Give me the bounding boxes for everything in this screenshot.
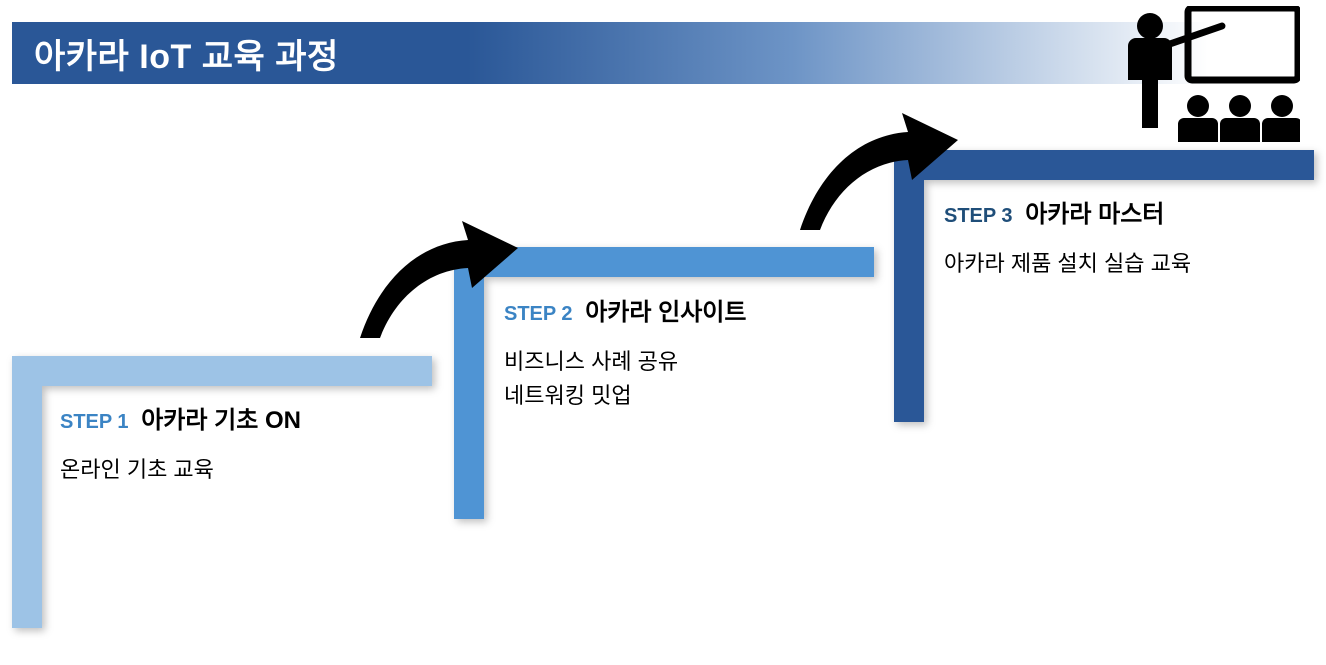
- step-title: 아카라 인사이트: [579, 299, 747, 326]
- curved-arrow-icon: [350, 218, 520, 348]
- step-description: 온라인 기초 교육: [60, 453, 301, 487]
- curved-arrow-icon: [790, 110, 960, 240]
- step-heading: STEP 2 아카라 인사이트: [504, 292, 746, 327]
- step-label: STEP 1: [60, 411, 129, 433]
- step-content-2: STEP 2 아카라 인사이트비즈니스 사례 공유네트워킹 밋업: [504, 292, 746, 413]
- step-title: 아카라 마스터: [1019, 201, 1165, 228]
- step-content-3: STEP 3 아카라 마스터아카라 제품 설치 실습 교육: [944, 194, 1191, 281]
- step-heading: STEP 3 아카라 마스터: [944, 194, 1191, 229]
- teacher-classroom-icon: [1080, 6, 1300, 151]
- step-description: 아카라 제품 설치 실습 교육: [944, 247, 1191, 281]
- page-title: 아카라 IoT 교육 과정: [34, 29, 339, 78]
- step-vertical-bar: [12, 356, 42, 628]
- step-heading: STEP 1 아카라 기초 ON: [60, 400, 301, 435]
- step-l-shape-1: [12, 356, 432, 628]
- step-content-1: STEP 1 아카라 기초 ON 온라인 기초 교육: [60, 400, 301, 487]
- step-title: 아카라 기초 ON: [135, 407, 301, 434]
- step-description: 비즈니스 사례 공유네트워킹 밋업: [504, 345, 746, 413]
- step-horizontal-bar: [12, 356, 432, 386]
